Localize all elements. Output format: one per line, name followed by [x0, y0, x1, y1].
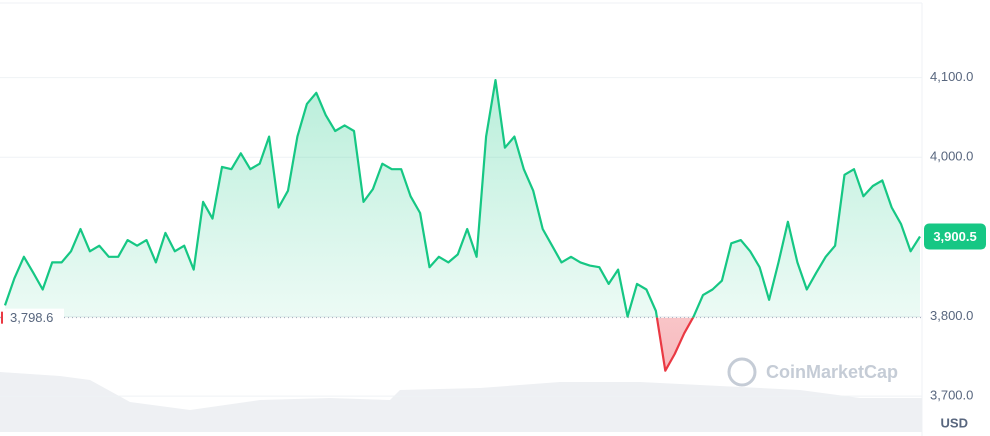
watermark: CoinMarketCap [727, 357, 898, 387]
price-line-up [3, 79, 921, 318]
area-down [656, 317, 693, 371]
y-tick-label: 4,000.0 [930, 149, 973, 164]
area-up [5, 80, 920, 318]
watermark-logo [727, 357, 757, 387]
baseline-label: 3,798.6 [10, 310, 53, 325]
current-price-label: 3,900.5 [933, 229, 976, 244]
volume-area [0, 372, 922, 432]
currency-label: USD [941, 415, 968, 430]
watermark-text: CoinMarketCap [766, 362, 898, 382]
price-line-down [627, 317, 695, 372]
y-tick-label: 3,700.0 [930, 388, 973, 403]
y-tick-label: 3,800.0 [930, 308, 973, 323]
baseline-label-bg [2, 308, 64, 327]
current-price-tag [924, 223, 986, 250]
y-tick-label: 4,100.0 [930, 69, 973, 84]
plot: 3,700.0 3,800.0 4,000.0 4,100.0 3,798.6 3,900… [0, 69, 986, 403]
